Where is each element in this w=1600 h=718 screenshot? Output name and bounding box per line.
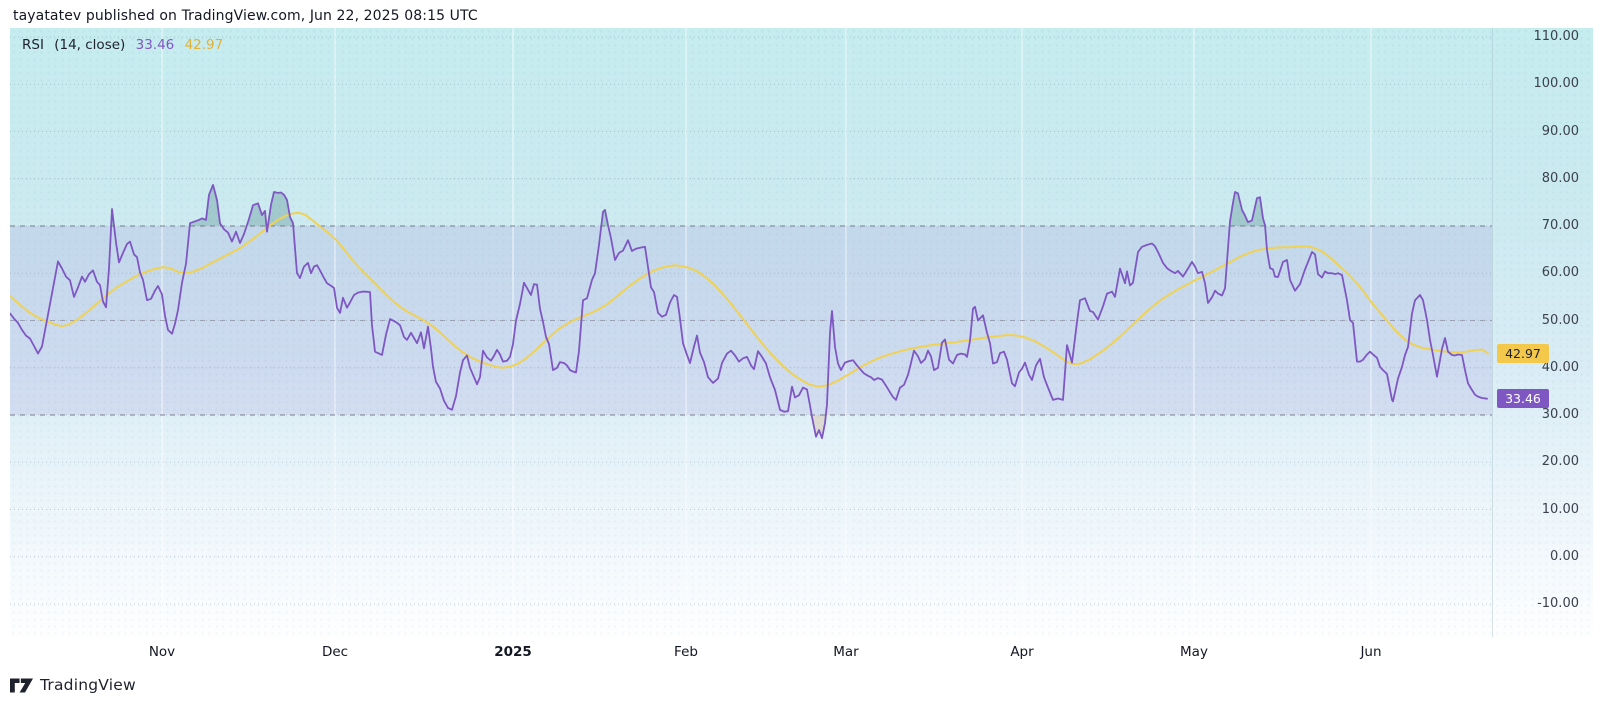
y-axis-label: 10.00 <box>1541 501 1579 517</box>
indicator-legend[interactable]: RSI (14, close) 33.46 42.97 <box>22 37 229 53</box>
rsi-chart-pane[interactable]: RSI (14, close) 33.46 42.97 110.00 100.00… <box>10 28 1593 638</box>
y-axis-label: 100.00 <box>1533 76 1580 92</box>
x-axis-label: Apr <box>1010 644 1034 660</box>
tradingview-footer-link[interactable]: TradingView <box>10 676 136 694</box>
x-axis-label: Mar <box>833 644 859 660</box>
y-axis-label: 20.00 <box>1541 454 1579 470</box>
time-axis[interactable]: Nov Dec 2025 Feb Mar Apr May Jun <box>10 637 1593 669</box>
indicator-params: (14, close) <box>54 37 126 53</box>
x-axis-label: 2025 <box>494 644 532 660</box>
indicator-name: RSI <box>22 37 44 53</box>
tradingview-wordmark: TradingView <box>40 676 136 694</box>
x-axis-label: Feb <box>674 644 698 660</box>
y-axis-label: 60.00 <box>1541 265 1579 281</box>
y-axis-label: 110.00 <box>1533 29 1580 44</box>
y-axis-label: 90.00 <box>1541 123 1579 139</box>
y-axis-label: 50.00 <box>1541 312 1579 328</box>
rsi-current-value: 33.46 <box>135 37 175 53</box>
y-axis-label: 80.00 <box>1541 170 1579 186</box>
y-axis-label: 0.00 <box>1550 548 1579 564</box>
ma-value-badge: 42.97 <box>1497 344 1549 364</box>
y-axis-label: 70.00 <box>1541 218 1579 233</box>
publish-attribution: tayatatev published on TradingView.com, … <box>13 8 478 24</box>
price-axis[interactable]: 110.00 100.00 90.00 80.00 70.00 60.00 50.00 40.… <box>1492 28 1593 637</box>
y-axis-label: 40.00 <box>1541 359 1579 375</box>
x-axis-label: May <box>1180 644 1208 660</box>
rsi-line <box>10 184 1488 440</box>
ma-current-value: 42.97 <box>184 37 224 53</box>
rsi-value-badge: 33.46 <box>1497 389 1549 409</box>
x-axis-label: Jun <box>1360 644 1382 660</box>
ma-line <box>10 211 1489 388</box>
x-axis-label: Nov <box>148 644 176 660</box>
y-axis-label: 30.00 <box>1541 407 1579 422</box>
x-axis-label: Dec <box>321 644 349 660</box>
tradingview-logo-icon <box>10 677 33 693</box>
rsi-plot[interactable] <box>10 28 1492 637</box>
y-axis-label: -10.00 <box>1537 596 1579 611</box>
